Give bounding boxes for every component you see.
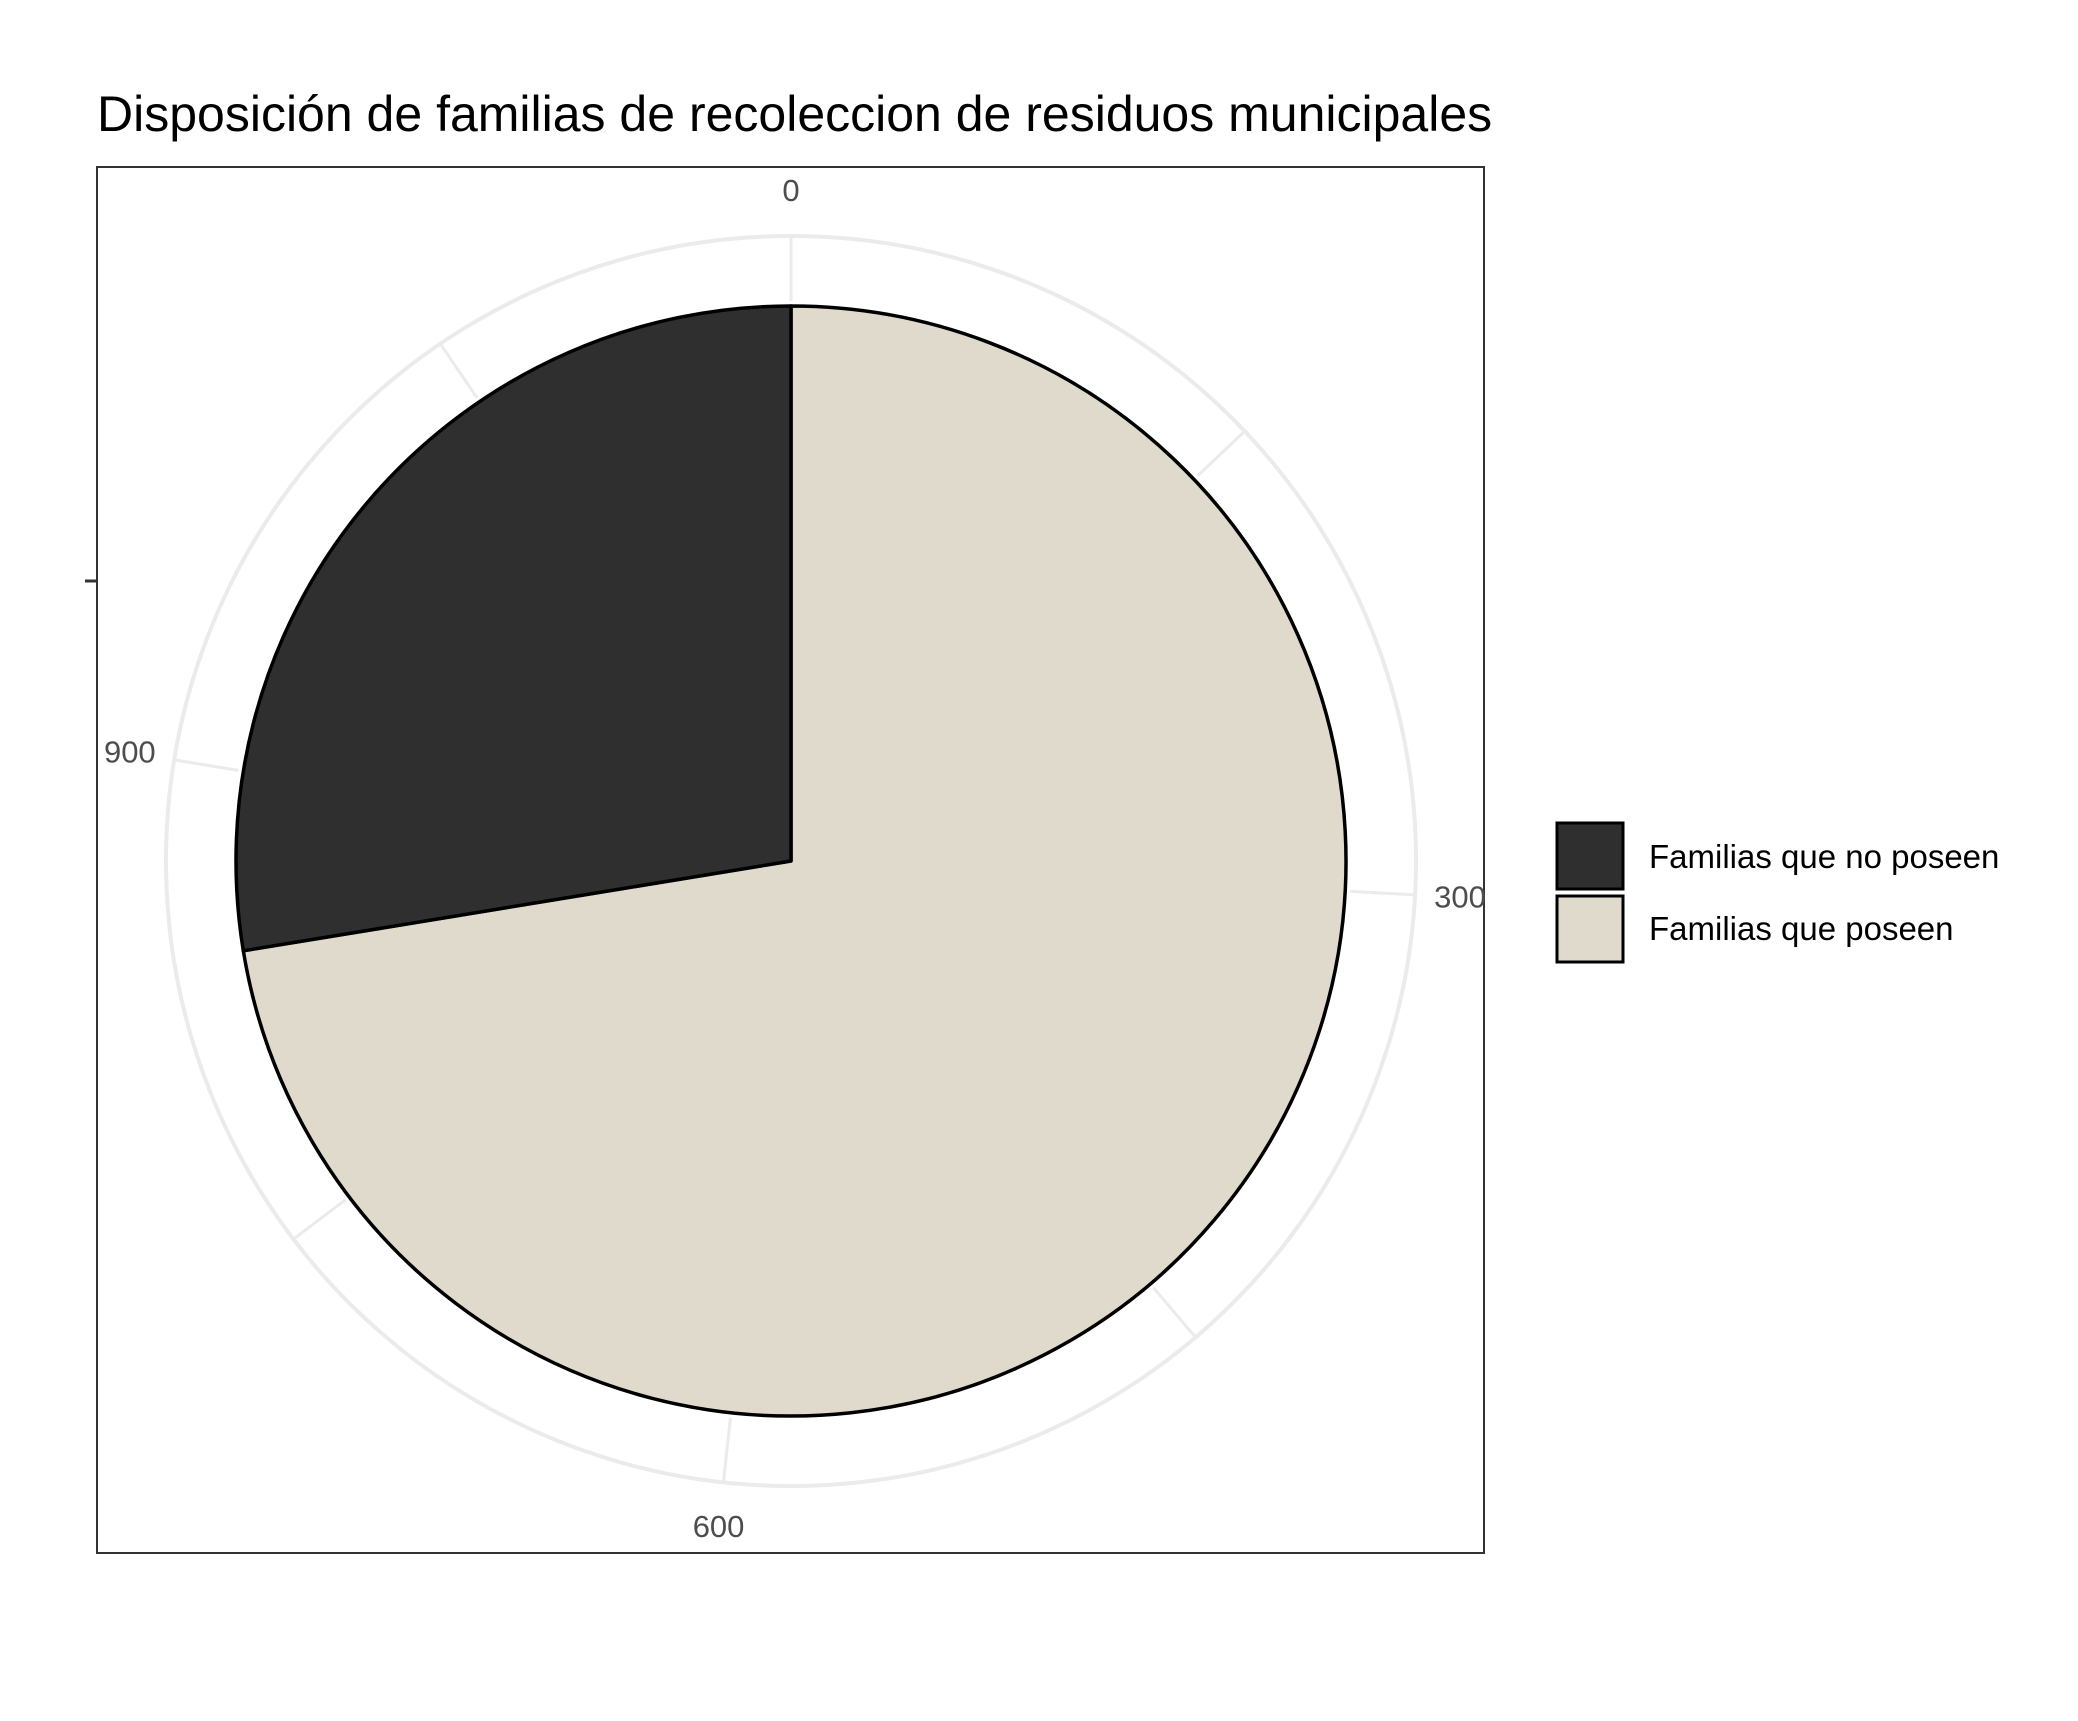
legend: Familias que no poseen Familias que pose… bbox=[1555, 821, 1999, 964]
grid-spoke bbox=[439, 342, 478, 399]
grid-spoke bbox=[173, 758, 239, 772]
angular-tick-labels: 0 300 600 900 bbox=[104, 173, 1486, 1544]
legend-label-familias-que-poseen: Familias que poseen bbox=[1649, 910, 1954, 947]
polar-grid bbox=[164, 234, 1418, 1488]
grid-spoke bbox=[1350, 889, 1416, 897]
grid-spoke bbox=[721, 1417, 732, 1483]
tick-label-600: 600 bbox=[693, 1509, 745, 1544]
legend-key-familias-que-poseen bbox=[1555, 894, 1625, 964]
plot-panel-border bbox=[96, 166, 1485, 1554]
grid-spoke bbox=[1196, 430, 1246, 477]
legend-label-familias-que-no-poseen: Familias que no poseen bbox=[1649, 838, 1999, 875]
tick-label-900: 900 bbox=[104, 735, 156, 770]
pie-slices bbox=[234, 304, 1348, 1418]
grid-spoke bbox=[1152, 1286, 1197, 1339]
tick-label-0: 0 bbox=[782, 173, 799, 208]
pie-slice-familias-que-poseen bbox=[241, 304, 1348, 1418]
legend-key-familias-que-no-poseen bbox=[1555, 821, 1625, 891]
grid-spoke bbox=[292, 1198, 347, 1241]
pie-slice-familias-que-no-poseen bbox=[234, 304, 793, 953]
tick-label-300: 300 bbox=[1434, 879, 1486, 914]
chart-title: Disposición de familias de recoleccion d… bbox=[97, 86, 1492, 142]
